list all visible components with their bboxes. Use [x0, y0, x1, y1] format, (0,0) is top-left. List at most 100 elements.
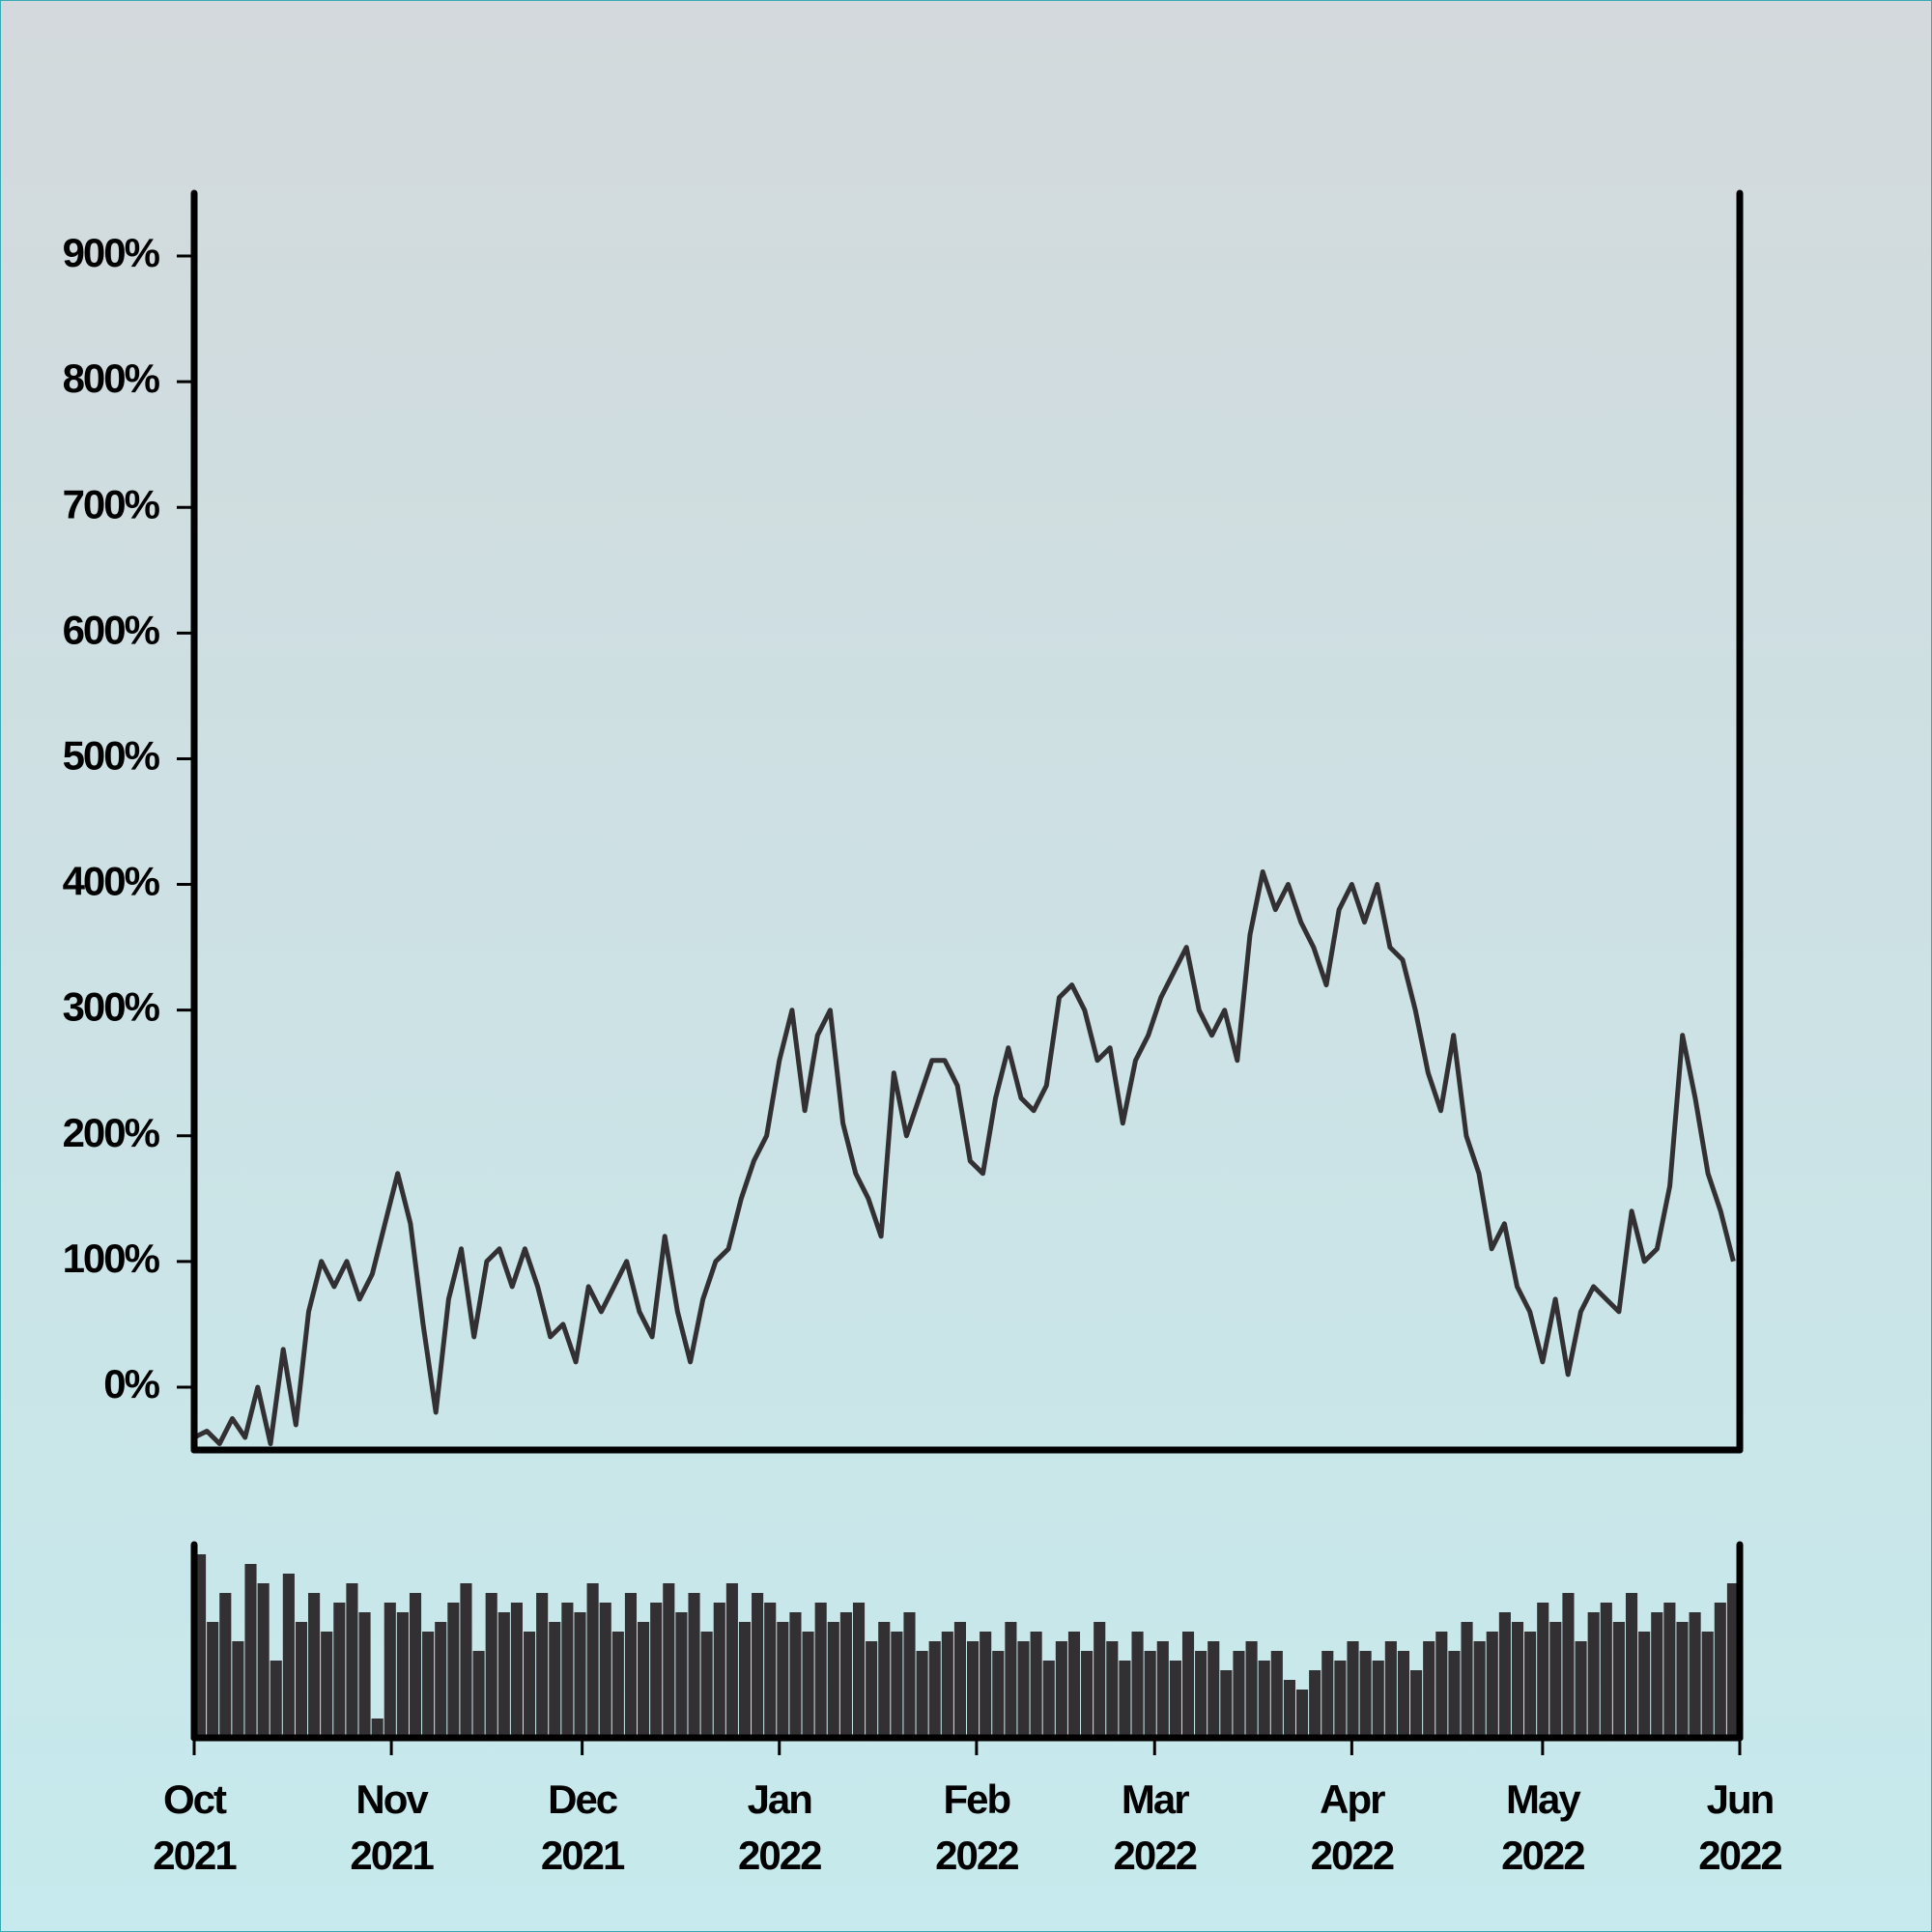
- volume-bar: [1461, 1622, 1473, 1738]
- volume-bar: [1233, 1651, 1245, 1738]
- x-tick-label: Oct 2021: [153, 1776, 237, 1878]
- volume-bar: [447, 1603, 460, 1738]
- volume-bar: [752, 1593, 764, 1738]
- volume-bar: [358, 1612, 371, 1738]
- volume-bar: [270, 1661, 282, 1738]
- volume-bar: [1587, 1612, 1600, 1738]
- volume-bar: [1208, 1641, 1220, 1738]
- volume-bar: [916, 1651, 928, 1738]
- volume-bar: [219, 1593, 232, 1738]
- volume-bar: [789, 1612, 802, 1738]
- volume-bar: [1524, 1632, 1537, 1738]
- volume-bar: [1321, 1651, 1334, 1738]
- volume-bar: [1689, 1612, 1701, 1738]
- y-tick-label: 300%: [63, 984, 160, 1030]
- volume-bar: [282, 1574, 295, 1738]
- volume-bar: [1005, 1622, 1017, 1738]
- y-tick-label: 600%: [63, 607, 160, 652]
- volume-bar: [1600, 1603, 1612, 1738]
- volume-bar: [1081, 1651, 1094, 1738]
- volume-bar: [827, 1622, 839, 1738]
- volume-bar: [611, 1632, 624, 1738]
- volume-bar: [1195, 1651, 1208, 1738]
- volume-bar: [713, 1603, 725, 1738]
- volume-bar: [1714, 1603, 1726, 1738]
- x-tick-label: May 2022: [1501, 1776, 1585, 1878]
- volume-bar: [953, 1622, 966, 1738]
- volume-bar: [1258, 1661, 1270, 1738]
- volume-bar: [207, 1622, 219, 1738]
- volume-bar: [1701, 1632, 1714, 1738]
- volume-bar: [371, 1719, 384, 1738]
- volume-bar: [1359, 1651, 1372, 1738]
- volume-bar: [1094, 1622, 1106, 1738]
- volume-bar: [422, 1632, 435, 1738]
- volume-bar: [384, 1603, 396, 1738]
- volume-bar: [1612, 1622, 1625, 1738]
- volume-bar: [1119, 1661, 1131, 1738]
- volume-bar: [1435, 1632, 1448, 1738]
- y-tick-label: 100%: [63, 1236, 160, 1281]
- volume-bar: [1220, 1670, 1233, 1738]
- volume-bar: [941, 1632, 953, 1738]
- volume-bar: [1334, 1661, 1347, 1738]
- volume-bar: [1562, 1593, 1575, 1738]
- volume-bar: [624, 1593, 638, 1738]
- x-tick-label: Jan 2022: [738, 1776, 822, 1878]
- volume-bar: [675, 1612, 688, 1738]
- volume-bar: [409, 1593, 422, 1738]
- volume-bar: [574, 1612, 586, 1738]
- volume-bar: [663, 1583, 675, 1738]
- volume-bar: [308, 1593, 321, 1738]
- volume-bar: [903, 1612, 916, 1738]
- volume-bar: [1423, 1641, 1435, 1738]
- volume-bar: [738, 1622, 752, 1738]
- volume-bar: [1295, 1690, 1309, 1738]
- volume-bar: [638, 1622, 650, 1738]
- volume-bar: [650, 1603, 663, 1738]
- x-tick-label: Nov 2021: [350, 1776, 434, 1878]
- volume-bar: [1309, 1670, 1321, 1738]
- volume-bar: [1625, 1593, 1638, 1738]
- volume-bar: [435, 1622, 447, 1738]
- volume-bar: [814, 1603, 827, 1738]
- volume-bar: [1537, 1603, 1549, 1738]
- volume-bar: [1651, 1612, 1663, 1738]
- volume-bar: [333, 1603, 346, 1738]
- volume-bar: [510, 1603, 523, 1738]
- volume-bar: [1270, 1651, 1283, 1738]
- volume-bar: [764, 1603, 777, 1738]
- x-tick-label: Mar 2022: [1113, 1776, 1198, 1878]
- volume-bar: [1448, 1651, 1461, 1738]
- y-tick-label: 200%: [63, 1110, 160, 1155]
- volume-bar: [472, 1651, 485, 1738]
- volume-bar: [561, 1603, 574, 1738]
- volume-bar: [523, 1632, 536, 1738]
- volume-bar: [586, 1583, 599, 1738]
- volume-bar: [1410, 1670, 1423, 1738]
- volume-bar: [232, 1641, 244, 1738]
- volume-bar: [1169, 1661, 1181, 1738]
- volume-bar: [536, 1593, 549, 1738]
- volume-bar: [1549, 1622, 1562, 1738]
- volume-bar: [1106, 1641, 1119, 1738]
- volume-bar: [1384, 1641, 1397, 1738]
- volume-bar: [1663, 1603, 1676, 1738]
- volume-bar: [1156, 1641, 1169, 1738]
- volume-bar: [599, 1603, 611, 1738]
- volume-bar: [549, 1622, 561, 1738]
- volume-bar: [700, 1632, 713, 1738]
- volume-bar: [1726, 1583, 1739, 1738]
- y-tick-label: 0%: [103, 1361, 159, 1406]
- volume-bar: [396, 1612, 409, 1738]
- volume-bar: [460, 1583, 472, 1738]
- volume-bar: [839, 1612, 852, 1738]
- volume-bar: [1473, 1641, 1486, 1738]
- x-tick-label: Jun 2022: [1698, 1776, 1782, 1878]
- volume-bar: [688, 1593, 700, 1738]
- volume-bar: [992, 1651, 1005, 1738]
- volume-bar: [257, 1583, 270, 1738]
- volume-bar: [1055, 1641, 1067, 1738]
